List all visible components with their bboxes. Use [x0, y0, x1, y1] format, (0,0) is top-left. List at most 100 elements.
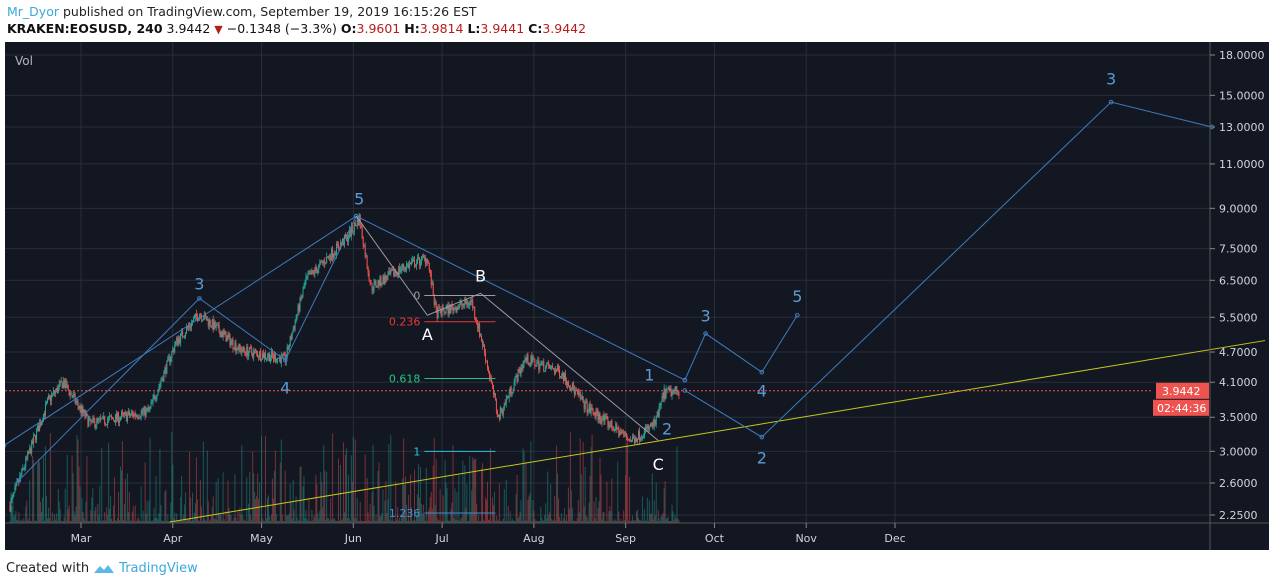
volume-bar [154, 517, 156, 523]
candle-body [491, 382, 493, 386]
candle-body [326, 256, 328, 264]
volume-bar [618, 511, 620, 523]
candle-body [356, 219, 358, 227]
high-label: H: [404, 21, 420, 36]
candle-body [555, 369, 557, 374]
elliott-wave-line [18, 215, 357, 481]
volume-bar [266, 498, 268, 523]
volume-bar [599, 457, 601, 523]
candle-body [541, 362, 543, 364]
volume-bar [408, 494, 410, 523]
candle-body [598, 413, 600, 420]
volume-bar [112, 520, 114, 523]
volume-bar [39, 461, 41, 523]
volume-bar [12, 498, 14, 523]
volume-bar [502, 518, 504, 523]
candle-body [298, 305, 300, 312]
volume-bar [59, 509, 61, 523]
volume-bar [612, 520, 614, 523]
candle-body [426, 258, 428, 263]
volume-bar [562, 518, 564, 523]
candle-body [242, 346, 244, 352]
volume-bar [615, 520, 617, 523]
volume-pane-label: Vol [15, 54, 33, 68]
tradingview-link[interactable]: TradingView [119, 561, 198, 576]
volume-bar [522, 448, 524, 523]
candle-body [569, 388, 571, 390]
candle-body [403, 264, 405, 269]
volume-bar [191, 520, 193, 523]
candle-body [92, 418, 94, 421]
candle-body [55, 387, 57, 392]
candle-body [413, 259, 415, 261]
volume-bar [152, 520, 154, 523]
candle-body [586, 401, 588, 413]
candle-body [542, 361, 544, 363]
y-tick-label: 3.0000 [1219, 445, 1258, 458]
candle-body [371, 283, 373, 291]
candle-body [618, 427, 620, 436]
volume-bar [665, 519, 667, 523]
candle-body [309, 272, 311, 275]
volume-bar [46, 518, 48, 523]
candle-body [599, 413, 601, 420]
candle-body [430, 272, 432, 286]
candle-body [56, 387, 58, 393]
candle-body [196, 316, 198, 321]
volume-bar [540, 507, 542, 523]
wave-label: A [422, 325, 433, 344]
candle-body [81, 406, 83, 414]
volume-bar [450, 508, 452, 523]
volume-bar [412, 520, 414, 523]
candle-body [365, 255, 367, 257]
candle-body [448, 305, 450, 314]
candle-body [218, 324, 220, 332]
candle-body [141, 411, 143, 413]
volume-bar [143, 520, 145, 523]
candle-body [227, 335, 229, 337]
candle-body [547, 362, 549, 364]
volume-bar [469, 455, 471, 523]
volume-bar [671, 504, 673, 523]
volume-bar [424, 520, 426, 523]
author-link[interactable]: Mr_Dyor [7, 4, 59, 19]
volume-bar [190, 497, 192, 523]
candle-body [610, 420, 612, 428]
candle-body [293, 329, 295, 330]
volume-bar [604, 520, 606, 523]
y-tick-label: 4.1000 [1219, 376, 1258, 389]
volume-bar [178, 520, 180, 523]
candle-body [647, 426, 649, 430]
candle-body [140, 411, 142, 418]
volume-bar [11, 506, 13, 523]
candle-body [513, 382, 515, 390]
candle-body [83, 410, 85, 413]
wave-label: 2 [757, 448, 767, 467]
candle-body [377, 280, 379, 286]
volume-bar [536, 520, 538, 523]
candle-body [660, 401, 662, 406]
candle-body [292, 329, 294, 333]
volume-bar [455, 520, 457, 523]
volume-bar [423, 514, 425, 523]
volume-bar [352, 436, 354, 523]
candle-body [260, 351, 262, 360]
candle-body [372, 290, 374, 291]
volume-bar [632, 515, 634, 523]
volume-bar [470, 513, 472, 523]
volume-bar [182, 521, 184, 523]
volume-bar [61, 521, 63, 523]
candle-body [648, 426, 650, 430]
candle-body [561, 373, 563, 377]
candle-body [479, 323, 481, 336]
volume-bar [251, 520, 253, 523]
candle-body [594, 413, 596, 417]
volume-bar [82, 511, 84, 523]
volume-bar [581, 520, 583, 523]
volume-bar [44, 446, 46, 523]
volume-bar [640, 520, 642, 523]
volume-bar [403, 438, 405, 523]
volume-bar [96, 520, 98, 523]
volume-bar [528, 496, 530, 523]
